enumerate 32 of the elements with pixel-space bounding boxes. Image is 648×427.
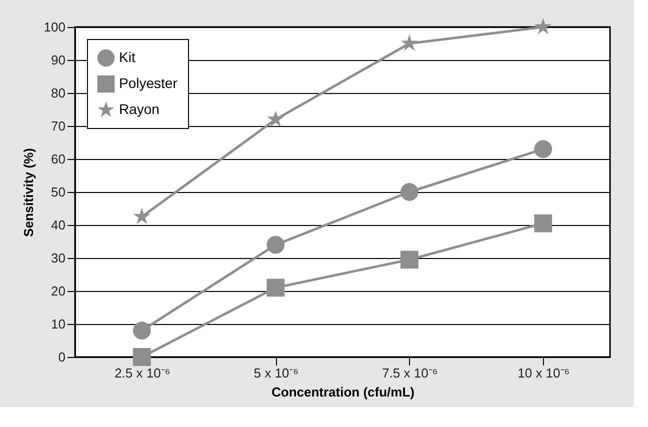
- y-tick-label: 90: [51, 52, 66, 68]
- x-tick-label: 7.5 x 10⁻⁶: [382, 366, 438, 380]
- point: [400, 34, 418, 51]
- y-axis-title: Sensitivity (%): [20, 148, 36, 237]
- point: [266, 278, 285, 297]
- legend-label: Rayon: [119, 101, 160, 117]
- point: [132, 348, 151, 366]
- point: [400, 250, 418, 269]
- point: [266, 236, 285, 254]
- point: [267, 110, 284, 127]
- y-tick-label: 10: [51, 316, 66, 332]
- y-tick-label: 80: [51, 86, 66, 100]
- point: [534, 214, 552, 232]
- x-tick-label: 2.5 x 10⁻⁶: [114, 366, 170, 380]
- x-tick-label: 5 x 10⁻⁶: [254, 366, 299, 380]
- y-tick-label: 30: [51, 250, 66, 266]
- y-tick-label: 100: [44, 20, 66, 34]
- y-tick-label: 40: [51, 218, 66, 232]
- point: [132, 322, 151, 340]
- y-tick-label: 20: [51, 284, 66, 298]
- point: [534, 18, 552, 34]
- point: [534, 140, 552, 158]
- legend-label: Polyester: [119, 75, 178, 91]
- y-tick-label: 60: [51, 152, 66, 166]
- y-tick-label: 50: [51, 184, 66, 200]
- x-tick-label: 10 x 10⁻⁶: [518, 366, 570, 380]
- x-axis-title: Concentration (cfu/mL): [272, 384, 414, 400]
- y-tick-label: 70: [51, 118, 66, 134]
- point: [400, 183, 418, 201]
- y-tick-label: 0: [58, 350, 66, 364]
- point: [133, 208, 150, 224]
- legend-label: Kit: [119, 49, 136, 65]
